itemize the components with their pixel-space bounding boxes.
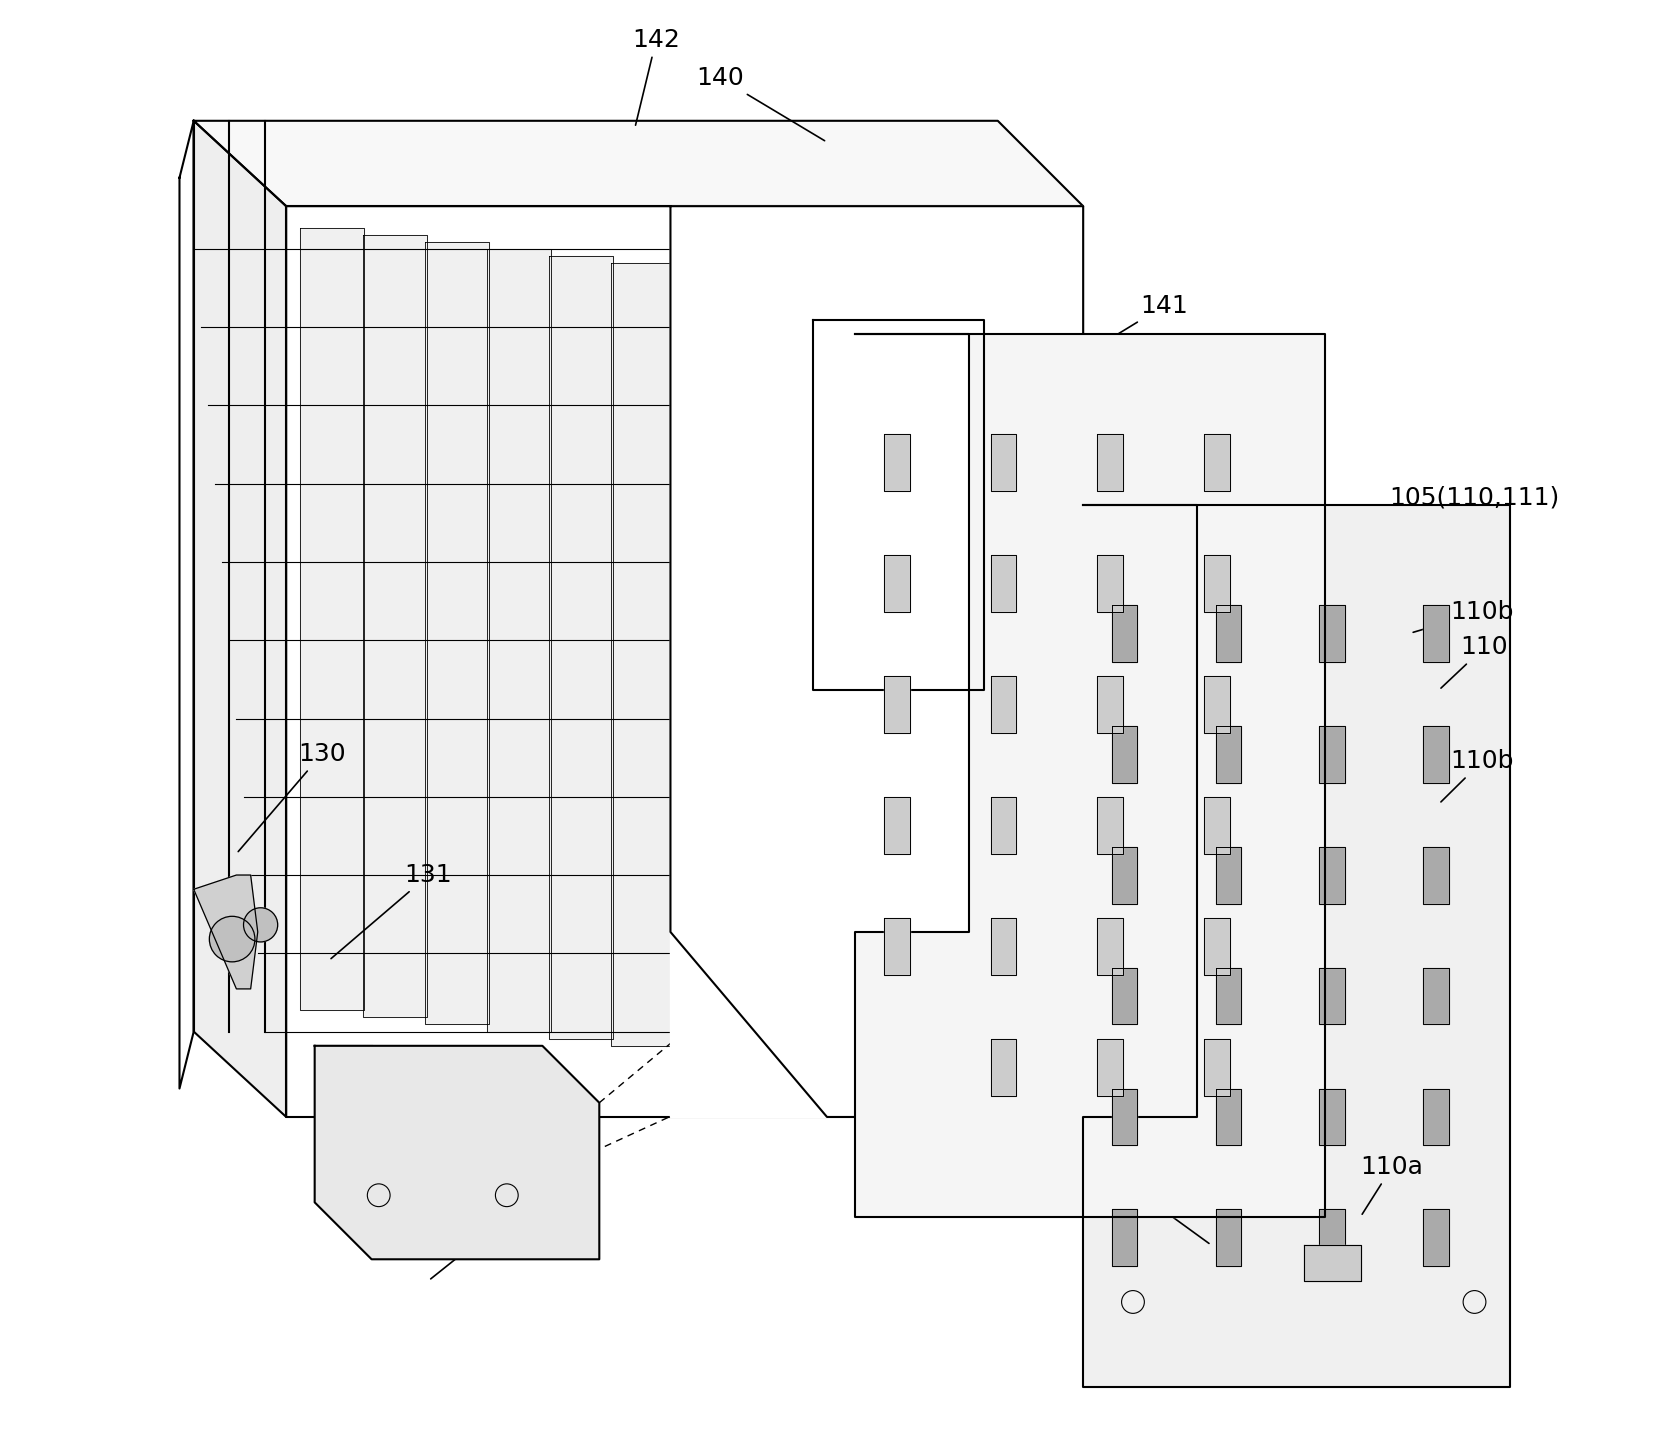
Polygon shape bbox=[1424, 726, 1449, 783]
Text: 110b: 110b bbox=[1102, 1177, 1209, 1243]
Polygon shape bbox=[883, 918, 910, 974]
Text: 141: 141 bbox=[1050, 295, 1188, 375]
Polygon shape bbox=[610, 263, 675, 1046]
Polygon shape bbox=[994, 989, 1019, 1032]
Polygon shape bbox=[314, 1046, 599, 1259]
Polygon shape bbox=[921, 299, 986, 1082]
Polygon shape bbox=[984, 306, 1047, 1088]
Polygon shape bbox=[1097, 1039, 1123, 1095]
Text: 130: 130 bbox=[238, 741, 346, 852]
Text: 110b: 110b bbox=[1413, 599, 1513, 632]
Polygon shape bbox=[194, 121, 286, 1117]
Polygon shape bbox=[301, 227, 364, 1010]
Circle shape bbox=[210, 917, 255, 961]
Text: 111b: 111b bbox=[1073, 565, 1138, 638]
Polygon shape bbox=[734, 277, 799, 1061]
Polygon shape bbox=[994, 675, 1019, 718]
Polygon shape bbox=[1111, 967, 1138, 1025]
Polygon shape bbox=[362, 234, 427, 1017]
Polygon shape bbox=[1424, 1210, 1449, 1266]
Polygon shape bbox=[994, 754, 1019, 796]
Polygon shape bbox=[1204, 918, 1229, 974]
Text: 140: 140 bbox=[696, 66, 825, 141]
Polygon shape bbox=[1204, 1039, 1229, 1095]
Text: 110: 110 bbox=[1441, 635, 1508, 688]
Polygon shape bbox=[1424, 605, 1449, 661]
Polygon shape bbox=[194, 121, 1083, 205]
Polygon shape bbox=[1204, 675, 1229, 733]
Text: 105(110,111): 105(110,111) bbox=[1389, 486, 1560, 510]
Polygon shape bbox=[549, 256, 614, 1039]
Polygon shape bbox=[1097, 675, 1123, 733]
Polygon shape bbox=[1111, 605, 1138, 661]
Polygon shape bbox=[991, 1039, 1016, 1095]
Polygon shape bbox=[1320, 846, 1345, 904]
Polygon shape bbox=[883, 675, 910, 733]
Polygon shape bbox=[994, 519, 1019, 562]
Polygon shape bbox=[1097, 555, 1123, 612]
Polygon shape bbox=[991, 434, 1016, 491]
Text: 131: 131 bbox=[331, 864, 452, 958]
Polygon shape bbox=[194, 875, 258, 989]
Polygon shape bbox=[1097, 796, 1123, 854]
Polygon shape bbox=[1320, 726, 1345, 783]
Polygon shape bbox=[425, 241, 488, 1025]
Polygon shape bbox=[883, 796, 910, 854]
Polygon shape bbox=[1204, 555, 1229, 612]
Polygon shape bbox=[994, 598, 1019, 641]
Polygon shape bbox=[1424, 1088, 1449, 1145]
Polygon shape bbox=[286, 205, 1083, 1117]
Polygon shape bbox=[994, 285, 1019, 328]
Polygon shape bbox=[994, 832, 1019, 875]
Polygon shape bbox=[1204, 434, 1229, 491]
Text: 111a: 111a bbox=[1098, 650, 1179, 737]
Polygon shape bbox=[1303, 1244, 1361, 1280]
Polygon shape bbox=[1216, 605, 1240, 661]
Polygon shape bbox=[1320, 1210, 1345, 1266]
Polygon shape bbox=[1216, 726, 1240, 783]
Polygon shape bbox=[994, 911, 1019, 953]
Polygon shape bbox=[991, 555, 1016, 612]
Circle shape bbox=[243, 908, 278, 941]
Polygon shape bbox=[673, 270, 738, 1053]
Text: 111: 111 bbox=[1014, 437, 1135, 602]
Polygon shape bbox=[994, 441, 1019, 484]
Polygon shape bbox=[670, 205, 1083, 1117]
Polygon shape bbox=[883, 434, 910, 491]
Polygon shape bbox=[1216, 846, 1240, 904]
Polygon shape bbox=[1216, 1088, 1240, 1145]
Text: 110b: 110b bbox=[1441, 749, 1513, 802]
Polygon shape bbox=[1097, 918, 1123, 974]
Polygon shape bbox=[991, 796, 1016, 854]
Text: 150: 150 bbox=[430, 1211, 523, 1279]
Polygon shape bbox=[1216, 967, 1240, 1025]
Polygon shape bbox=[180, 121, 194, 1088]
Polygon shape bbox=[991, 918, 1016, 974]
Polygon shape bbox=[1111, 846, 1138, 904]
Text: 110a: 110a bbox=[1361, 1155, 1424, 1214]
Polygon shape bbox=[1216, 1210, 1240, 1266]
Polygon shape bbox=[991, 675, 1016, 733]
Polygon shape bbox=[1424, 967, 1449, 1025]
Polygon shape bbox=[1204, 796, 1229, 854]
Text: 142: 142 bbox=[632, 27, 680, 125]
Polygon shape bbox=[994, 362, 1019, 405]
Polygon shape bbox=[855, 335, 1325, 1217]
Polygon shape bbox=[486, 249, 551, 1032]
Polygon shape bbox=[1320, 967, 1345, 1025]
Polygon shape bbox=[1111, 1210, 1138, 1266]
Polygon shape bbox=[1097, 434, 1123, 491]
Polygon shape bbox=[1111, 726, 1138, 783]
Polygon shape bbox=[860, 292, 923, 1075]
Polygon shape bbox=[1111, 1088, 1138, 1145]
Polygon shape bbox=[994, 1068, 1019, 1109]
Polygon shape bbox=[1083, 504, 1510, 1387]
Polygon shape bbox=[670, 205, 1083, 1117]
Polygon shape bbox=[1320, 1088, 1345, 1145]
Polygon shape bbox=[883, 555, 910, 612]
Polygon shape bbox=[797, 285, 862, 1068]
Polygon shape bbox=[1320, 605, 1345, 661]
Polygon shape bbox=[1424, 846, 1449, 904]
